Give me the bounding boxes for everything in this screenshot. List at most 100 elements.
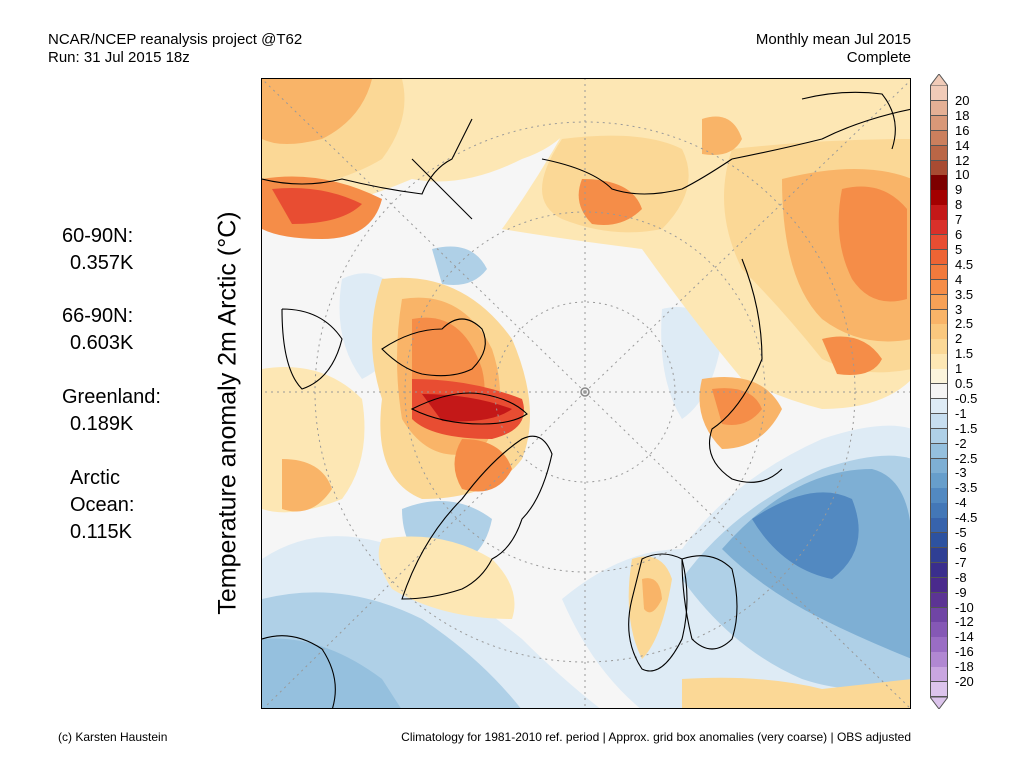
colorbar-tick-label: 18: [955, 107, 970, 123]
colorbar-cell: [930, 279, 948, 296]
colorbar-tick-label: -1.5: [955, 420, 978, 436]
period-title: Monthly mean Jul 2015: [755, 31, 911, 48]
colorbar-cell: [930, 637, 948, 653]
stat-arctic-ocean: Arctic Ocean: 0.115K: [70, 465, 134, 546]
period-status: Complete: [846, 49, 911, 66]
colorbar-cell: [930, 667, 948, 683]
colorbar-tick-label: -4.5: [955, 510, 978, 526]
colorbar-tick-label: 1.5: [955, 346, 974, 362]
colorbar-cell: [930, 607, 948, 623]
colorbar-cell: [930, 443, 948, 459]
colorbar-tick-label: -10: [955, 599, 974, 615]
colorbar-cell: [930, 220, 948, 236]
colorbar-tick-label: 8: [955, 197, 963, 213]
colorbar-tick-label: -2: [955, 435, 967, 451]
colorbar-tick-label: 3.5: [955, 286, 974, 302]
colorbar-cell: [930, 205, 948, 221]
colorbar-tick-label: -8: [955, 569, 967, 585]
colorbar-cell: [930, 86, 948, 102]
colorbar-cell: [930, 398, 948, 415]
colorbar-cell: [930, 249, 948, 266]
colorbar-cell: [930, 145, 948, 161]
colorbar-tick-label: -0.5: [955, 390, 978, 406]
colorbar-cell: [930, 354, 948, 370]
colorbar-tick-label: 3: [955, 301, 963, 317]
colorbar-cell: [930, 428, 948, 445]
colorbar-tick-label: 10: [955, 167, 970, 183]
colorbar-tick-label: -16: [955, 644, 974, 660]
colorbar-cell: [930, 547, 948, 564]
colorbar-cell: [930, 294, 948, 310]
colorbar-tick-label: 12: [955, 152, 970, 168]
colorbar-tick-label: 9: [955, 182, 963, 198]
colorbar-cell: [930, 264, 948, 281]
colorbar-tick-label: 1: [955, 361, 963, 377]
colorbar-cell: [930, 369, 948, 385]
colorbar-cell: [930, 577, 948, 594]
colorbar-tick-label: 0.5: [955, 376, 974, 391]
colorbar-cell: [930, 115, 948, 132]
colorbar-cell: [930, 533, 948, 549]
colorbar-tick-label: 20: [955, 92, 970, 108]
colorbar-cell: [930, 235, 948, 251]
colorbar-bottom-arrow: [930, 696, 948, 709]
stat-value: 0.357K: [70, 252, 134, 274]
colorbar-tick-label: -2.5: [955, 450, 978, 466]
colorbar-tick-label: 16: [955, 122, 970, 138]
colorbar-tick-label: -12: [955, 614, 974, 630]
colorbar-tick-label: 14: [955, 137, 970, 153]
colorbar-tick-label: -18: [955, 659, 974, 675]
colorbar-cell: [930, 503, 948, 519]
stat-label: 60-90N:: [62, 225, 134, 247]
colorbar-cell: [930, 413, 948, 430]
colorbar-tick-label: -6: [955, 539, 967, 555]
colorbar-cell: [930, 592, 948, 608]
colorbar-tick-label: 4.5: [955, 256, 974, 272]
stat-label: Arctic: [70, 467, 120, 489]
stat-label-2: Ocean:: [70, 494, 135, 516]
colorbar-cell: [930, 384, 948, 400]
colorbar-tick-label: -7: [955, 554, 967, 570]
colorbar-cell: [930, 458, 948, 474]
model-title: NCAR/NCEP reanalysis project @T62: [48, 31, 303, 48]
colorbar-cell: [930, 622, 948, 638]
colorbar-tick-label: -4: [955, 495, 967, 511]
colorbar-cell: [930, 473, 948, 489]
header-right: Monthly mean Jul 2015 Complete: [756, 31, 911, 67]
map-canvas: [262, 79, 910, 708]
colorbar-tick-label: -3: [955, 465, 967, 481]
colorbar-tick-label: -1: [955, 405, 967, 421]
colorbar-tick-label: 7: [955, 212, 963, 228]
stat-66-90n: 66-90N: 0.603K: [62, 303, 133, 357]
colorbar-tick-label: -14: [955, 629, 974, 645]
colorbar-cell: [930, 339, 948, 355]
colorbar-tick-label: -5: [955, 525, 967, 540]
colorbar-cell: [930, 130, 948, 147]
colorbar-tick-label: -20: [955, 674, 974, 689]
colorbar-tick-label: 4: [955, 271, 963, 287]
colorbar-cell: [930, 324, 948, 340]
colorbar-tick-label: 2: [955, 331, 963, 347]
colorbar-top-arrow: [930, 74, 948, 86]
stat-label: Greenland:: [62, 386, 161, 408]
colorbar-cell: [930, 190, 948, 206]
colorbar-cell: [930, 652, 948, 668]
footer-credit: (c) Karsten Haustein: [58, 730, 168, 744]
colorbar-tick-label: 5: [955, 241, 963, 257]
stat-value: 0.603K: [70, 332, 134, 354]
colorbar-cell: [930, 488, 948, 504]
colorbar-cell: [930, 309, 948, 325]
colorbar-tick-label: 6: [955, 227, 963, 242]
stat-60-90n: 60-90N: 0.357K: [62, 223, 133, 277]
anomaly-map: [261, 78, 911, 709]
y-axis-label: Temperature anomaly 2m Arctic (°C): [213, 211, 242, 615]
stat-value: 0.189K: [70, 413, 134, 435]
colorbar-cell: [930, 562, 948, 579]
stat-label: 66-90N:: [62, 305, 134, 327]
colorbar-cell: [930, 175, 948, 191]
footer-note: Climatology for 1981-2010 ref. period | …: [401, 730, 911, 744]
colorbar-cell: [930, 518, 948, 534]
stat-greenland: Greenland: 0.189K: [62, 384, 161, 438]
colorbar-cell: [930, 682, 948, 698]
colorbar-cell: [930, 100, 948, 117]
